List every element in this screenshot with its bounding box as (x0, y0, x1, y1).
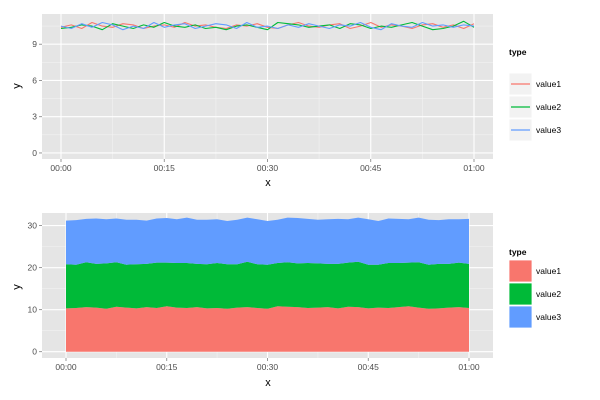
x-axis-title: x (265, 377, 271, 389)
legend-label-value1: value1 (536, 266, 561, 276)
legend: type value1 value2 value3 (508, 247, 561, 329)
legend-key-value2 (508, 282, 533, 306)
y-axis-title: y (11, 83, 23, 89)
legend-label-value1: value1 (536, 79, 561, 89)
y-tick-label: 0 (32, 148, 37, 158)
legend-label-value3: value3 (536, 125, 561, 135)
legend-label-value3: value3 (536, 312, 561, 322)
legend-title: type (509, 247, 527, 257)
x-tick-label: 00:00 (55, 362, 77, 372)
y-tick-label: 6 (32, 75, 37, 85)
y-axis-title: y (11, 284, 23, 290)
x-tick-label: 00:15 (156, 362, 178, 372)
legend-label-value2: value2 (536, 289, 561, 299)
legend-key-value3 (508, 305, 533, 329)
x-tick-label: 00:45 (358, 362, 380, 372)
y-tick-label: 20 (28, 263, 38, 273)
x-axis-title: x (265, 177, 271, 189)
x-tick-label: 00:45 (360, 163, 382, 173)
series-area-value2 (66, 261, 469, 309)
series-area-value3 (66, 217, 469, 265)
x-tick-label: 01:00 (458, 362, 480, 372)
x-tick-label: 01:00 (463, 163, 485, 173)
stacked-area-chart: 0 10 20 30 00:00 00:15 00:30 00:45 01:00 x y ty… (11, 213, 561, 389)
series-area-value1 (66, 306, 469, 352)
legend-label-value2: value2 (536, 102, 561, 112)
x-tick-label: 00:30 (257, 362, 279, 372)
legend-title: type (509, 47, 527, 57)
y-tick-label: 9 (32, 39, 37, 49)
series-line-value3 (60, 21, 475, 31)
x-tick-label: 00:15 (154, 163, 176, 173)
x-tick-label: 00:30 (257, 163, 279, 173)
legend-key-value1 (508, 259, 533, 283)
y-tick-label: 3 (32, 112, 37, 122)
legend: type value1 value2 value3 (508, 47, 561, 142)
x-tick-label: 00:00 (50, 163, 72, 173)
y-tick-label: 0 (32, 347, 37, 357)
y-tick-label: 30 (28, 221, 38, 231)
y-tick-label: 10 (28, 305, 38, 315)
line-chart: 0 3 6 9 00:00 00:15 00:30 00:45 01:00 x y type … (11, 14, 561, 189)
